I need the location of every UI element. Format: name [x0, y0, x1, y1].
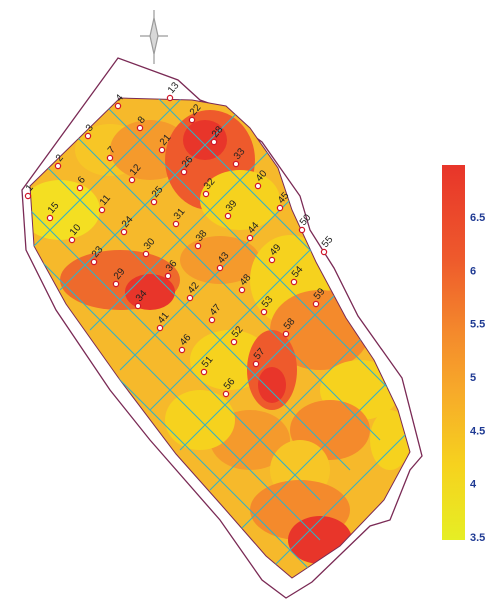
- legend-tick-label: 6.5: [470, 212, 485, 224]
- sample-point-marker: [142, 250, 150, 258]
- field-boundary-inner: [29, 97, 411, 579]
- sample-point-marker: [232, 160, 240, 168]
- sample-point-marker: [320, 248, 328, 256]
- sample-point-marker: [98, 206, 106, 214]
- sample-point-marker: [194, 242, 202, 250]
- sample-point: 2: [54, 152, 66, 170]
- sample-point-marker: [312, 300, 320, 308]
- sample-point: 3: [84, 122, 96, 140]
- legend-tick-label: 4.5: [470, 425, 485, 437]
- sample-point-marker: [186, 294, 194, 302]
- legend-tick-label: 5.5: [470, 319, 485, 331]
- sample-point-marker: [188, 116, 196, 124]
- sample-point-marker: [210, 138, 218, 146]
- sample-point-marker: [180, 168, 188, 176]
- sample-point-label: 4: [114, 92, 126, 104]
- legend-tick-label: 5: [470, 372, 476, 384]
- sample-point-marker: [252, 360, 260, 368]
- sample-point: 13: [166, 80, 182, 102]
- sample-point-marker: [84, 132, 92, 140]
- sampling-grid: [30, 98, 410, 578]
- sample-point: 8: [136, 114, 148, 132]
- sample-point-marker: [268, 256, 276, 264]
- sample-point-marker: [276, 204, 284, 212]
- sample-point-marker: [254, 182, 262, 190]
- legend-tick-label: 3.5: [470, 532, 485, 544]
- sample-point-marker: [156, 324, 164, 332]
- sample-point: 4: [114, 92, 126, 110]
- sample-point-marker: [164, 272, 172, 280]
- sample-point-marker: [208, 316, 216, 324]
- sample-point-label: 50: [298, 212, 314, 228]
- sample-point-marker: [200, 368, 208, 376]
- sample-point-label: 6: [76, 174, 88, 186]
- sample-point-marker: [46, 214, 54, 222]
- sample-point-label: 13: [166, 80, 182, 96]
- sample-point-marker: [114, 102, 122, 110]
- sample-point-marker: [224, 212, 232, 220]
- sample-point-marker: [68, 236, 76, 244]
- legend-color-bar: [442, 165, 465, 540]
- sample-point-marker: [290, 278, 298, 286]
- sample-point-marker: [178, 346, 186, 354]
- sample-point-marker: [24, 192, 32, 200]
- sample-point-marker: [120, 228, 128, 236]
- sample-point: 7: [106, 144, 118, 162]
- sample-point-label: 3: [84, 122, 96, 134]
- sample-point-marker: [158, 146, 166, 154]
- sample-point-marker: [106, 154, 114, 162]
- sample-point-marker: [76, 184, 84, 192]
- sample-point-label: 7: [106, 144, 118, 156]
- sample-point: 50: [298, 212, 314, 234]
- sample-point-marker: [202, 190, 210, 198]
- sample-point-marker: [172, 220, 180, 228]
- sample-point-label: 55: [320, 234, 336, 250]
- sample-point-marker: [216, 264, 224, 272]
- legend: 6.5 6 5.5 5 4.5 4 3.5: [442, 165, 485, 544]
- sample-point-marker: [222, 390, 230, 398]
- sample-point-marker: [150, 198, 158, 206]
- sample-point-marker: [134, 302, 142, 310]
- sample-point-marker: [54, 162, 62, 170]
- sample-point-marker: [166, 94, 174, 102]
- sample-point-label: 8: [136, 114, 148, 126]
- sample-point-marker: [136, 124, 144, 132]
- sample-point-marker: [246, 234, 254, 242]
- sample-point-marker: [230, 338, 238, 346]
- legend-tick-label: 4: [470, 479, 477, 491]
- sample-point-marker: [112, 280, 120, 288]
- sample-point-label: 1: [24, 182, 36, 194]
- legend-tick-label: 6: [470, 265, 476, 277]
- sample-point-marker: [260, 308, 268, 316]
- sample-point: 55: [320, 234, 336, 256]
- sample-point-marker: [90, 258, 98, 266]
- sample-point-marker: [238, 286, 246, 294]
- sample-point-marker: [298, 226, 306, 234]
- sample-point-label: 2: [54, 152, 66, 164]
- sample-point-marker: [282, 330, 290, 338]
- compass-cross-icon: [140, 10, 168, 64]
- sample-point-marker: [128, 176, 136, 184]
- sample-point: 6: [76, 174, 88, 192]
- sample-point: 1: [24, 182, 36, 200]
